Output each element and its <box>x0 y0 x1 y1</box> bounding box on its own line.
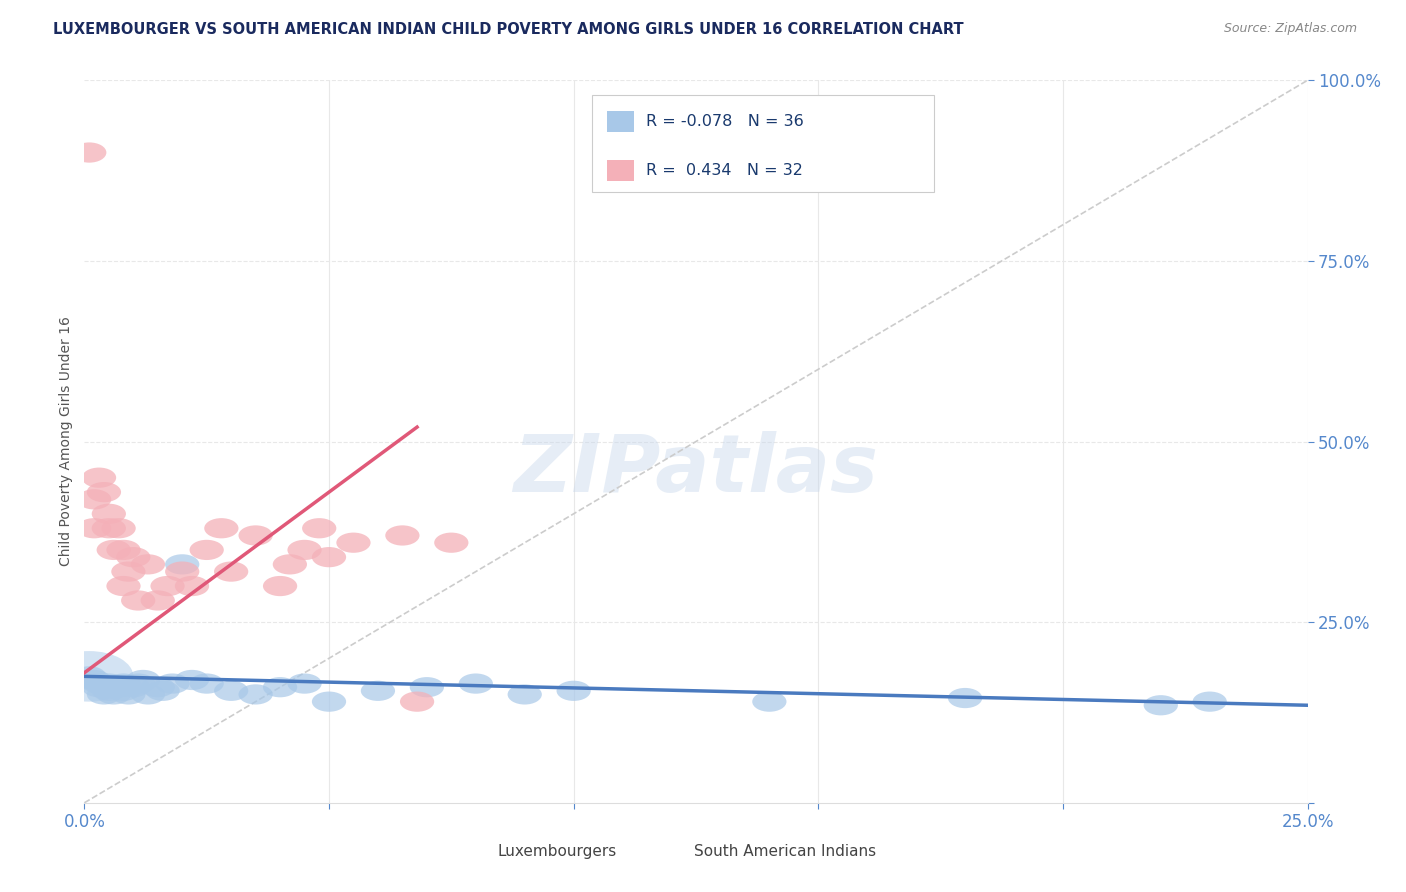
FancyBboxPatch shape <box>592 95 935 193</box>
Ellipse shape <box>557 681 591 701</box>
Ellipse shape <box>101 677 136 698</box>
Ellipse shape <box>302 518 336 539</box>
Ellipse shape <box>165 554 200 574</box>
Text: ZIPatlas: ZIPatlas <box>513 432 879 509</box>
Ellipse shape <box>91 504 127 524</box>
Ellipse shape <box>948 688 983 708</box>
Ellipse shape <box>121 673 155 694</box>
Ellipse shape <box>361 681 395 701</box>
Ellipse shape <box>87 482 121 502</box>
Ellipse shape <box>190 673 224 694</box>
Ellipse shape <box>273 554 307 574</box>
Text: R =  0.434   N = 32: R = 0.434 N = 32 <box>645 162 803 178</box>
Ellipse shape <box>312 691 346 712</box>
Ellipse shape <box>77 670 111 690</box>
Ellipse shape <box>287 540 322 560</box>
FancyBboxPatch shape <box>659 842 686 862</box>
Ellipse shape <box>87 684 121 705</box>
Ellipse shape <box>107 673 141 694</box>
Ellipse shape <box>127 670 160 690</box>
Ellipse shape <box>174 576 209 596</box>
Ellipse shape <box>107 576 141 596</box>
Ellipse shape <box>45 651 134 702</box>
Ellipse shape <box>434 533 468 553</box>
Ellipse shape <box>97 540 131 560</box>
Ellipse shape <box>77 518 111 539</box>
Ellipse shape <box>165 561 200 582</box>
FancyBboxPatch shape <box>464 842 491 862</box>
Ellipse shape <box>150 576 184 596</box>
Text: Source: ZipAtlas.com: Source: ZipAtlas.com <box>1223 22 1357 36</box>
Ellipse shape <box>77 489 111 509</box>
Ellipse shape <box>174 670 209 690</box>
Ellipse shape <box>82 467 117 488</box>
Ellipse shape <box>91 673 127 694</box>
Ellipse shape <box>141 591 174 611</box>
Ellipse shape <box>287 673 322 694</box>
Ellipse shape <box>117 677 150 698</box>
Ellipse shape <box>155 673 190 694</box>
Ellipse shape <box>752 691 786 712</box>
Ellipse shape <box>263 677 297 698</box>
Ellipse shape <box>117 547 150 567</box>
Ellipse shape <box>336 533 371 553</box>
Ellipse shape <box>1192 691 1227 712</box>
FancyBboxPatch shape <box>606 160 634 180</box>
Text: Luxembourgers: Luxembourgers <box>498 845 617 859</box>
Ellipse shape <box>91 681 127 701</box>
Ellipse shape <box>458 673 494 694</box>
Ellipse shape <box>131 554 165 574</box>
Ellipse shape <box>204 518 239 539</box>
Ellipse shape <box>97 684 131 705</box>
Ellipse shape <box>385 525 419 546</box>
FancyBboxPatch shape <box>606 112 634 132</box>
Ellipse shape <box>72 143 107 162</box>
Ellipse shape <box>141 677 174 698</box>
Ellipse shape <box>107 540 141 560</box>
Ellipse shape <box>82 677 117 698</box>
Ellipse shape <box>107 681 141 701</box>
Ellipse shape <box>508 684 541 705</box>
Ellipse shape <box>111 684 146 705</box>
Ellipse shape <box>239 525 273 546</box>
Ellipse shape <box>214 681 249 701</box>
Ellipse shape <box>263 576 297 596</box>
Y-axis label: Child Poverty Among Girls Under 16: Child Poverty Among Girls Under 16 <box>59 317 73 566</box>
Ellipse shape <box>190 540 224 560</box>
Ellipse shape <box>72 666 107 687</box>
Text: LUXEMBOURGER VS SOUTH AMERICAN INDIAN CHILD POVERTY AMONG GIRLS UNDER 16 CORRELA: LUXEMBOURGER VS SOUTH AMERICAN INDIAN CH… <box>53 22 965 37</box>
Ellipse shape <box>111 561 146 582</box>
Ellipse shape <box>239 684 273 705</box>
Text: R = -0.078   N = 36: R = -0.078 N = 36 <box>645 114 804 129</box>
Ellipse shape <box>131 684 165 705</box>
Ellipse shape <box>312 547 346 567</box>
Ellipse shape <box>146 681 180 701</box>
Ellipse shape <box>91 518 127 539</box>
Ellipse shape <box>101 518 136 539</box>
Ellipse shape <box>399 691 434 712</box>
Ellipse shape <box>214 561 249 582</box>
Ellipse shape <box>82 673 117 694</box>
Ellipse shape <box>121 591 155 611</box>
Ellipse shape <box>1143 695 1178 715</box>
Text: South American Indians: South American Indians <box>693 845 876 859</box>
Ellipse shape <box>409 677 444 698</box>
